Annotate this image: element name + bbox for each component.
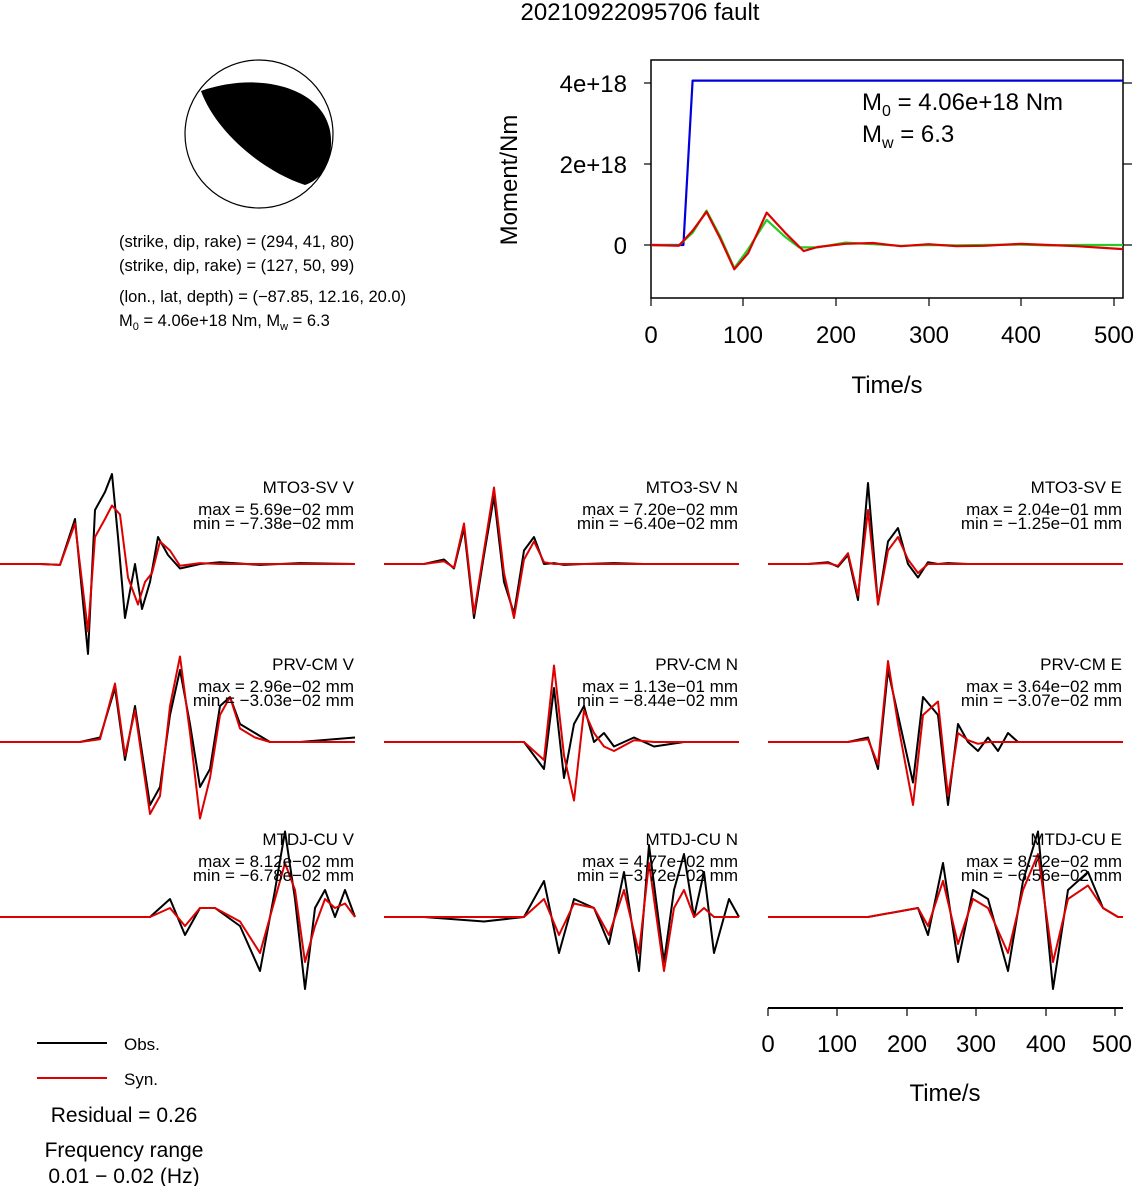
waveform-synthetic-line <box>384 862 739 972</box>
waveform-synthetic-line <box>0 504 355 633</box>
legend: Obs. Syn. <box>37 1035 160 1089</box>
beachball <box>184 59 334 209</box>
waveform-min-label: min = −3.72e−02 mm <box>577 866 738 885</box>
bottom-xtick-label-200: 200 <box>887 1031 927 1058</box>
waveform-min-label: min = −6.78e−02 mm <box>193 866 354 885</box>
moment-mw-label: Mw = 6.3 <box>862 121 954 152</box>
residual-label: Residual = 0.26 <box>51 1104 198 1127</box>
moment-xtick-label-100: 100 <box>723 322 763 349</box>
waveform-synthetic-line <box>768 660 1123 806</box>
moment-xtick-label-400: 400 <box>1001 322 1041 349</box>
waveform-station-label: PRV-CM N <box>655 655 738 674</box>
moment-xlabel: Time/s <box>851 372 922 399</box>
moment-ylabel: Moment/Nm <box>496 115 523 246</box>
waveform-max-label: max = 2.96e−02 mm <box>198 677 354 696</box>
moment-series-line-2 <box>650 210 1124 271</box>
bottom-time-axis: 0 100 200 300 400 500 Time/s <box>761 1007 1132 1107</box>
moment-xtick-label-300: 300 <box>909 322 949 349</box>
waveform-min-label: min = −3.07e−02 mm <box>961 691 1122 710</box>
waveform-station-label: MTO3-SV E <box>1031 478 1122 497</box>
moment-ytick-label-4e18: 4e+18 <box>560 71 627 98</box>
waveform-station-label: PRV-CM V <box>272 655 355 674</box>
beachball-line-2: (strike, dip, rake) = (127, 50, 99) <box>119 257 354 275</box>
waveform-min-label: min = −1.25e−01 mm <box>961 514 1122 533</box>
waveform-max-label: max = 4.77e−02 mm <box>582 852 738 871</box>
waveform-synthetic-line <box>0 655 355 820</box>
waveform-max-label: max = 7.20e−02 mm <box>582 500 738 519</box>
waveform-min-label: min = −6.40e−02 mm <box>577 514 738 533</box>
waveform-synthetic-line <box>384 664 739 802</box>
beachball-line-4: M0 = 4.06e+18 Nm, Mw = 6.3 <box>119 312 330 333</box>
waveform-max-label: max = 2.04e−01 mm <box>966 500 1122 519</box>
waveform-max-label: max = 8.12e−02 mm <box>198 852 354 871</box>
legend-obs-label: Obs. <box>124 1035 160 1054</box>
moment-plot: 4e+18 2e+18 0 0 100 200 300 400 500 Time… <box>496 59 1134 399</box>
moment-ytick-label-2e18: 2e+18 <box>560 152 627 179</box>
beachball-compression-quadrant <box>201 82 332 185</box>
waveform-max-label: max = 3.64e−02 mm <box>966 677 1122 696</box>
waveform-min-label: min = −8.44e−02 mm <box>577 691 738 710</box>
waveform-synthetic-line <box>768 853 1123 963</box>
bottom-xtick-label-500: 500 <box>1092 1031 1132 1058</box>
waveform-min-label: min = −6.56e−02 mm <box>961 866 1122 885</box>
waveform-station-label: MTO3-SV N <box>646 478 738 497</box>
moment-m0-label: M0 = 4.06e+18 Nm <box>862 89 1063 120</box>
waveform-max-label: max = 8.72e−02 mm <box>966 852 1122 871</box>
bottom-xtick-label-400: 400 <box>1026 1031 1066 1058</box>
waveform-max-label: max = 1.13e−01 mm <box>582 677 738 696</box>
moment-xtick-label-500: 500 <box>1094 322 1134 349</box>
bottom-xlabel: Time/s <box>909 1080 980 1107</box>
frequency-range-value: 0.01 − 0.02 (Hz) <box>48 1165 199 1186</box>
waveform-station-label: PRV-CM E <box>1040 655 1122 674</box>
beachball-line-1: (strike, dip, rake) = (294, 41, 80) <box>119 233 354 251</box>
moment-series <box>650 79 1124 271</box>
waveform-synthetic-line <box>384 486 739 619</box>
waveform-min-label: min = −3.03e−02 mm <box>193 691 354 710</box>
beachball-line-3: (lon., lat, depth) = (−87.85, 12.16, 20.… <box>119 288 406 306</box>
waveform-station-label: MTDJ-CU V <box>262 830 354 849</box>
legend-syn-label: Syn. <box>124 1070 158 1089</box>
waveform-synthetic-line <box>0 862 356 963</box>
moment-xtick-label-200: 200 <box>816 322 856 349</box>
waveform-min-label: min = −7.38e−02 mm <box>193 514 354 533</box>
bottom-xtick-label-300: 300 <box>956 1031 996 1058</box>
waveform-station-label: MTO3-SV V <box>263 478 355 497</box>
frequency-range-title: Frequency range <box>45 1139 204 1162</box>
waveform-synthetic-line <box>768 509 1123 606</box>
moment-plot-frame <box>650 59 1124 299</box>
moment-xtick-label-0: 0 <box>644 322 657 349</box>
bottom-xtick-label-100: 100 <box>817 1031 857 1058</box>
figure-title: 20210922095706 fault <box>521 0 760 26</box>
waveform-max-label: max = 5.69e−02 mm <box>198 500 354 519</box>
bottom-xtick-label-0: 0 <box>761 1031 774 1058</box>
moment-ytick-label-0: 0 <box>614 233 627 260</box>
waveform-station-label: MTDJ-CU N <box>645 830 738 849</box>
waveform-station-label: MTDJ-CU E <box>1030 830 1122 849</box>
